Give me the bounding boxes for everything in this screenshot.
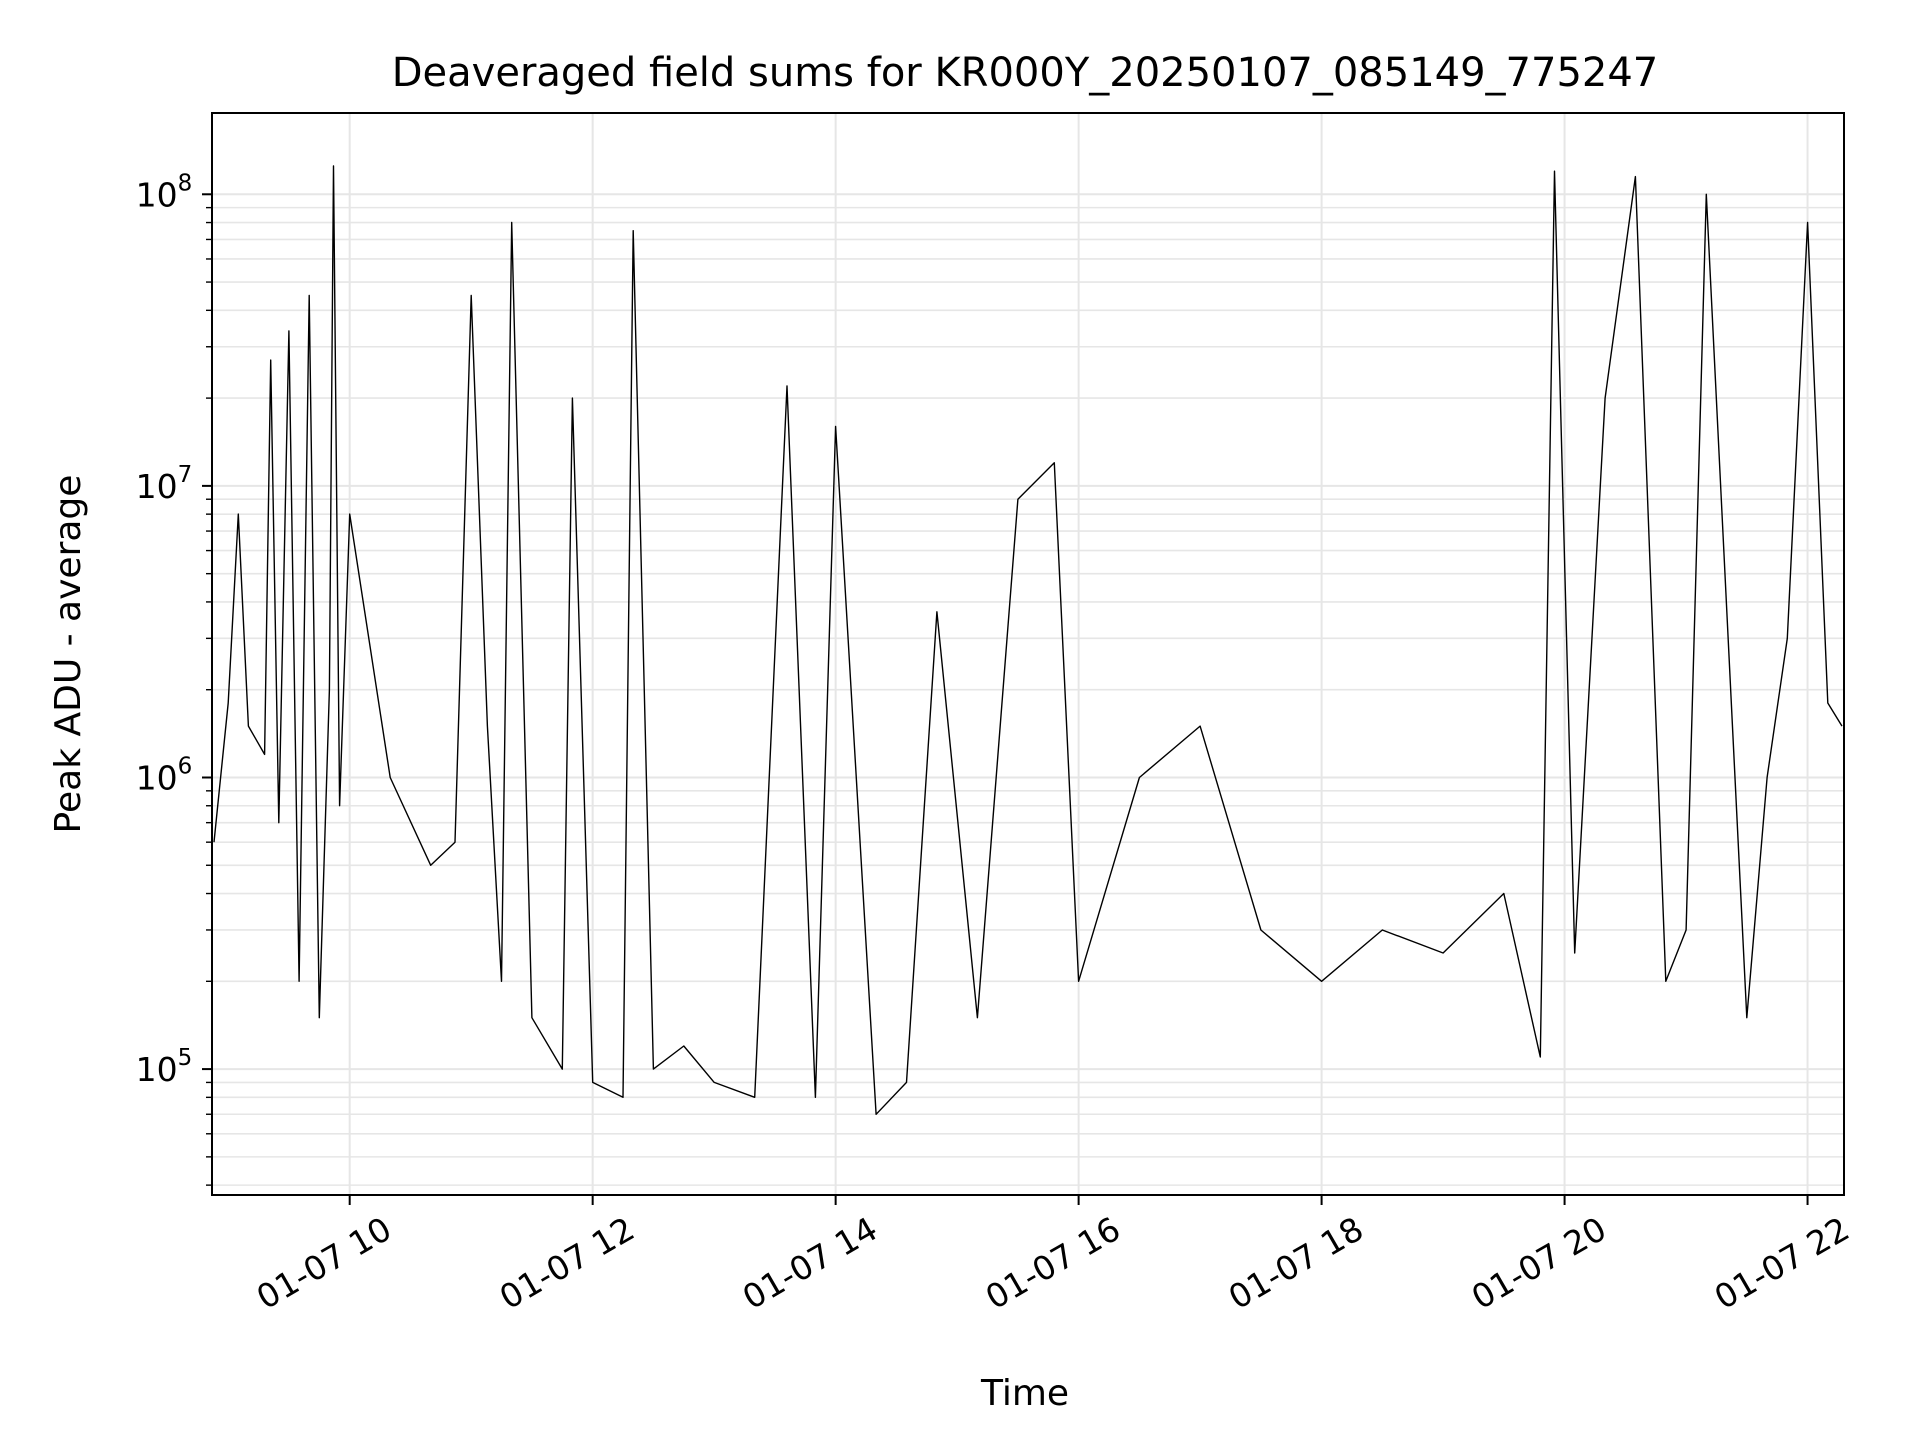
series-group: [213, 165, 1843, 1116]
x-axis-label: Time: [980, 1373, 1069, 1414]
y-tick-label: 106: [136, 753, 193, 797]
y-tick-label: 108: [136, 170, 193, 214]
plot-area-frame: [211, 112, 1845, 1196]
y-axis-label: Peak ADU - average: [48, 475, 89, 834]
chart-title: Deaveraged field sums for KR000Y_2025010…: [392, 50, 1659, 96]
y-axis-ticks: 105 106 107 108: [136, 170, 212, 1186]
y-tick-label: 105: [136, 1045, 193, 1089]
grid: [212, 113, 1844, 1195]
series-line-0: [213, 165, 1843, 1116]
y-tick-label: 107: [136, 462, 193, 506]
